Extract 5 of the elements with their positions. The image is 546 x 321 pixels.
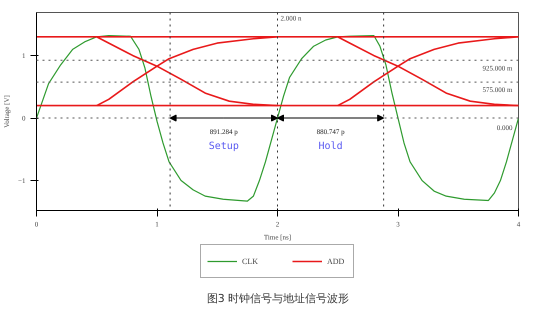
legend-label: ADD	[327, 256, 346, 266]
legend-label: CLK	[242, 256, 259, 266]
annotation: Hold	[318, 141, 343, 152]
annotation: Setup	[208, 141, 239, 152]
text: 图3 时钟信号与地址信号波形	[206, 291, 350, 307]
